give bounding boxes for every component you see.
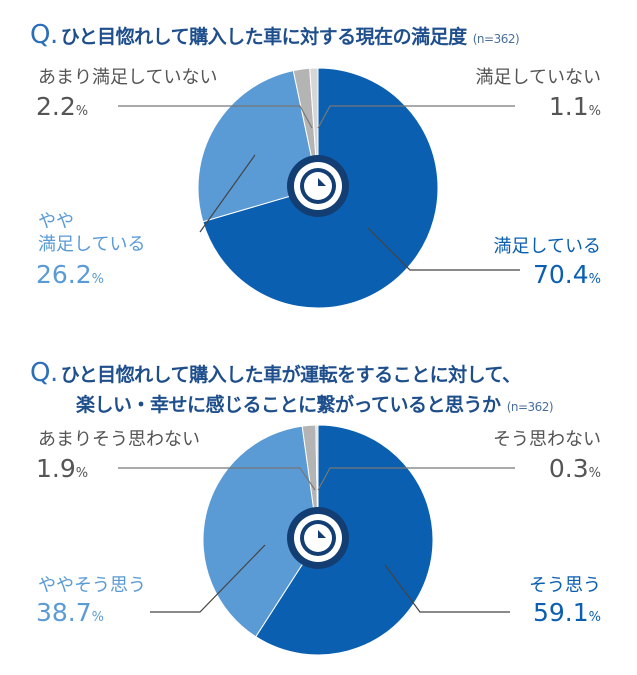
chart1-leader-1 — [199, 154, 256, 233]
chart1-pct-dissatisfied: 1.1% — [549, 92, 601, 121]
chart2-n: (n=362) — [506, 400, 554, 414]
unit: % — [75, 466, 89, 481]
chart1-pct-satisfied: 70.4% — [533, 260, 601, 289]
chart1-pie-icon — [318, 178, 326, 186]
chart1-label-somewhat-satisfied: やや 満足している — [38, 210, 145, 256]
unit: % — [91, 610, 105, 625]
unit: % — [588, 466, 601, 481]
chart2-label-somewhat-agree: ややそう思う — [38, 575, 146, 596]
value: 2.2 — [36, 92, 76, 121]
unit: % — [588, 272, 601, 287]
chart1-leader-2 — [118, 105, 313, 129]
value: 1.9 — [36, 454, 76, 483]
unit: % — [75, 104, 89, 119]
chart1-n: (n=362) — [472, 32, 520, 46]
value: 59.1 — [532, 598, 589, 627]
chart2-title-line2: 楽しい・幸せに感じることに繋がっていると思うか — [76, 394, 501, 416]
chart2-title: Q. ひと目惚れして購入した車が運転をすることに対して、 — [30, 358, 521, 388]
chart1-pct-somewhat-satisfied: 26.2% — [36, 260, 104, 289]
value: 0.3 — [548, 454, 589, 483]
value: 1.1 — [548, 92, 589, 121]
chart2-leader-1 — [150, 544, 266, 613]
unit: % — [91, 272, 105, 287]
line: やや — [38, 211, 74, 232]
chart1-label-dissatisfied: 満足していない — [475, 67, 601, 88]
q-mark: Q. — [30, 358, 58, 388]
chart2-slice-1 — [202, 425, 319, 638]
chart1-title: Q. ひと目惚れして購入した車に対する現在の満足度 (n=362) — [30, 20, 520, 50]
chart1-label-somewhat-dissatisfied: あまり満足していない — [38, 67, 218, 88]
line: 満足している — [38, 234, 146, 255]
unit: % — [588, 610, 601, 625]
chart1-label-satisfied: 満足している — [493, 236, 601, 257]
chart2-pct-agree: 59.1% — [533, 598, 601, 627]
value: 26.2 — [36, 260, 92, 289]
q-mark: Q. — [30, 20, 58, 50]
chart2-pct-somewhat-disagree: 1.9% — [36, 454, 88, 483]
value: 38.7 — [36, 598, 92, 627]
chart2-leader-3 — [317, 467, 515, 491]
chart2-pct-somewhat-agree: 38.7% — [36, 598, 104, 627]
chart2-leader-2 — [118, 467, 316, 491]
chart1-pct-somewhat-dissatisfied: 2.2% — [36, 92, 88, 121]
chart2-pie-icon — [318, 530, 326, 538]
chart2-title-line1: ひと目惚れして購入した車が運転をすることに対して、 — [60, 364, 521, 386]
chart1-leader-0 — [367, 227, 520, 271]
chart2-title-line2-wrap: 楽しい・幸せに感じることに繋がっていると思うか (n=362) — [76, 390, 554, 417]
chart2-label-agree: そう思う — [529, 575, 601, 596]
unit: % — [588, 104, 601, 119]
value: 70.4 — [532, 260, 589, 289]
chart2-leader-0 — [384, 564, 510, 613]
chart2-pct-disagree: 0.3% — [549, 454, 601, 483]
chart1-title-text: ひと目惚れして購入した車に対する現在の満足度 — [60, 26, 467, 48]
chart2-slice-3 — [315, 424, 319, 541]
chart2-label-somewhat-disagree: あまりそう思わない — [38, 429, 200, 450]
chart1-leader-3 — [317, 105, 515, 129]
chart2-label-disagree: そう思わない — [493, 429, 601, 450]
